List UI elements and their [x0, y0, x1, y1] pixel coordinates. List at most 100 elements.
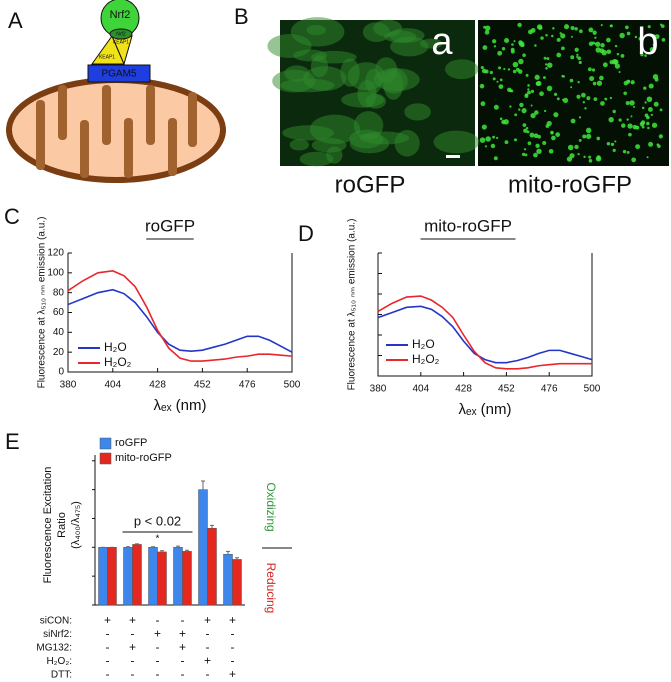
mito [570, 55, 575, 60]
condition-sign: - [231, 654, 235, 668]
mito [614, 44, 618, 48]
condition-sign: - [156, 613, 160, 627]
condition-sign: - [156, 640, 160, 654]
mito [618, 118, 622, 122]
mito [625, 25, 629, 30]
mito [588, 27, 594, 33]
condition-sign: - [206, 627, 210, 641]
mito [609, 24, 613, 28]
cell [326, 146, 343, 164]
mito [507, 87, 512, 92]
mito [519, 102, 524, 108]
mito [562, 98, 565, 101]
condition-sign: + [204, 613, 211, 627]
mito [616, 52, 620, 56]
mito [544, 63, 548, 66]
mito [564, 24, 570, 30]
p-value: p < 0.02 [134, 513, 181, 528]
mito [626, 151, 630, 154]
x-tick-label: 404 [104, 380, 121, 391]
x-axis-label: λₑₓ (nm) [154, 397, 207, 414]
mito [530, 104, 533, 107]
mito [538, 26, 543, 30]
mito [647, 126, 650, 130]
mito [567, 144, 574, 151]
mito [646, 115, 650, 120]
series-line [67, 270, 293, 362]
x-tick-label: 428 [149, 380, 166, 391]
mito [513, 40, 516, 43]
mito [507, 68, 511, 71]
cell [347, 62, 386, 91]
cell [419, 38, 443, 49]
cell [404, 103, 431, 121]
mito [600, 43, 605, 48]
mito [626, 79, 631, 84]
mito [646, 121, 650, 126]
mito [522, 53, 526, 57]
panel-label: C [4, 204, 20, 229]
bar [173, 547, 183, 606]
condition-label: H₂O₂: [46, 656, 72, 667]
mito [534, 74, 540, 80]
mito [604, 97, 608, 101]
mito [530, 89, 535, 94]
condition-sign: - [231, 640, 235, 654]
mito [582, 134, 587, 139]
mito [632, 124, 638, 130]
mito [547, 62, 553, 68]
mito [546, 57, 550, 61]
mito [521, 152, 526, 157]
condition-label: MG132: [36, 643, 72, 654]
mito [606, 49, 612, 55]
panel-label: B [234, 4, 249, 29]
condition-sign: + [129, 613, 136, 627]
mito [503, 67, 506, 71]
mito [542, 76, 546, 80]
mito [648, 83, 654, 89]
mito [525, 126, 529, 130]
mito [561, 46, 565, 51]
mito [525, 73, 529, 77]
mito [634, 35, 638, 39]
mito [591, 68, 596, 72]
mito [484, 145, 487, 148]
x-tick-label: 380 [370, 384, 387, 395]
y-axis-label: Ratio [56, 512, 68, 538]
mito [585, 127, 592, 134]
mito [485, 136, 491, 142]
legend-swatch [99, 452, 112, 465]
mito [501, 47, 506, 51]
error-bar [185, 549, 189, 552]
series-line [67, 288, 293, 353]
mito [570, 118, 576, 124]
condition-sign: - [206, 667, 210, 681]
mito [511, 43, 514, 46]
x-tick-label: 476 [541, 384, 558, 395]
legend-label: roGFP [115, 437, 147, 449]
mito [496, 136, 499, 140]
bar [207, 528, 217, 606]
x-axis-label: λₑₓ (nm) [459, 401, 512, 418]
condition-sign: - [106, 627, 110, 641]
mito [521, 108, 527, 114]
mito [499, 78, 503, 82]
mito [586, 133, 592, 139]
mito [523, 128, 528, 133]
image-label: b [637, 21, 658, 63]
mito [606, 37, 611, 43]
x-tick-label: 452 [194, 380, 211, 391]
mito [513, 138, 518, 142]
error-bar [235, 557, 239, 560]
mito [504, 37, 510, 43]
cell [384, 30, 417, 43]
mito [559, 32, 562, 35]
cell [306, 24, 326, 36]
mito [533, 152, 538, 158]
legend-label: H₂O₂ [412, 352, 440, 366]
mito [498, 66, 502, 70]
mito [539, 91, 544, 97]
mito [592, 81, 597, 86]
mito [661, 37, 666, 42]
y-axis-label: Fluorescence Excitation [42, 467, 54, 584]
